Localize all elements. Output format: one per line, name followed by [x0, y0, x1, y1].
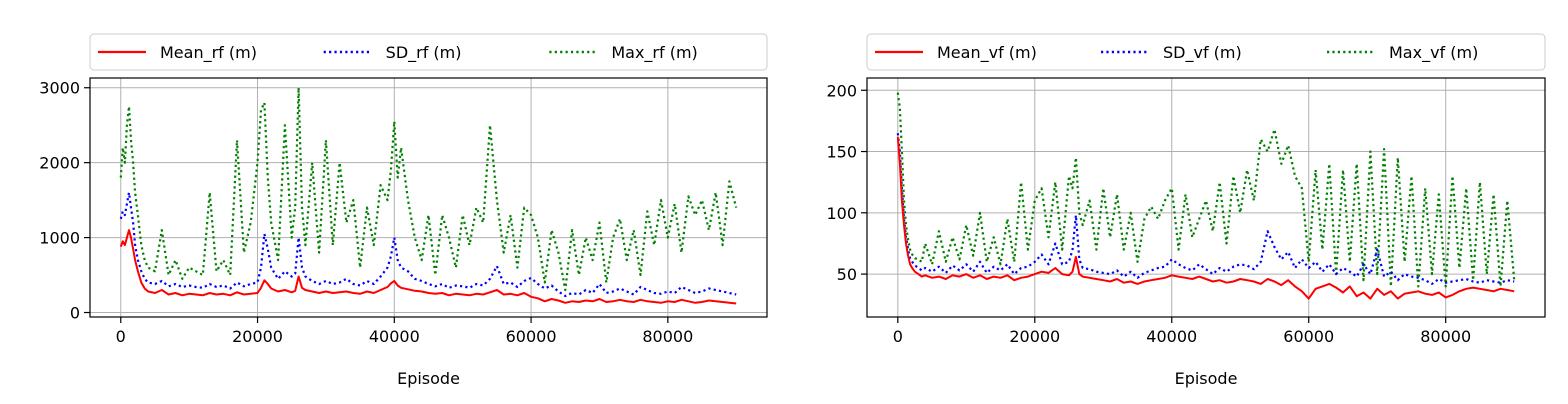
legend: Mean_vf (m) SD_vf (m) Max_vf (m) [866, 33, 1546, 71]
series-line-mean-vf [896, 136, 1515, 300]
y-tick-label: 200 [826, 81, 857, 100]
y-tick-label: 1000 [39, 229, 80, 248]
y-tick-label: 150 [826, 143, 857, 162]
series-line-max-rf [119, 86, 738, 292]
plot-frame [866, 77, 1546, 318]
x-tick-label: 20000 [1009, 327, 1060, 346]
x-tick-label: 0 [116, 327, 126, 346]
series-line-mean-rf [119, 229, 737, 305]
y-tick-label: 0 [70, 304, 80, 323]
x-tick-label: 40000 [369, 327, 420, 346]
y-tick-label: 50 [837, 265, 857, 284]
x-tick-label: 40000 [1146, 327, 1197, 346]
y-tick-label: 3000 [39, 79, 80, 98]
plot-frame [89, 77, 768, 318]
legend-box [89, 33, 768, 71]
legend-label: SD_vf (m) [1163, 43, 1242, 63]
x-tick-label: 60000 [506, 327, 557, 346]
x-tick-label: 20000 [232, 327, 283, 346]
y-tick-label: 2000 [39, 154, 80, 173]
x-axis-label: Episode [1175, 369, 1238, 388]
x-tick-label: 80000 [1420, 327, 1471, 346]
x-tick-label: 60000 [1283, 327, 1334, 346]
legend: Mean_rf (m) SD_rf (m) Max_rf (m) [89, 33, 768, 71]
legend-label: Mean_vf (m) [937, 43, 1037, 63]
legend-label: Max_vf (m) [1389, 43, 1478, 63]
legend-box [866, 33, 1546, 71]
series-line-sd-rf [119, 191, 737, 298]
legend-label: Max_rf (m) [611, 43, 697, 63]
series-line-sd-vf [896, 133, 1515, 285]
x-tick-label: 0 [893, 327, 903, 346]
chart-panel-1: 0 20000 40000 60000 80000 0 1000 2000 3000 Episod… [39, 33, 768, 388]
x-tick-label: 80000 [642, 327, 693, 346]
x-axis-label: Episode [397, 369, 460, 388]
legend-label: SD_rf (m) [386, 43, 462, 63]
chart-panel-2: 0 20000 40000 60000 80000 50 100 150 200 Episode M… [826, 33, 1546, 388]
legend-label: Mean_rf (m) [160, 43, 257, 63]
y-tick-label: 100 [826, 204, 857, 223]
series-line-max-vf [896, 92, 1516, 288]
